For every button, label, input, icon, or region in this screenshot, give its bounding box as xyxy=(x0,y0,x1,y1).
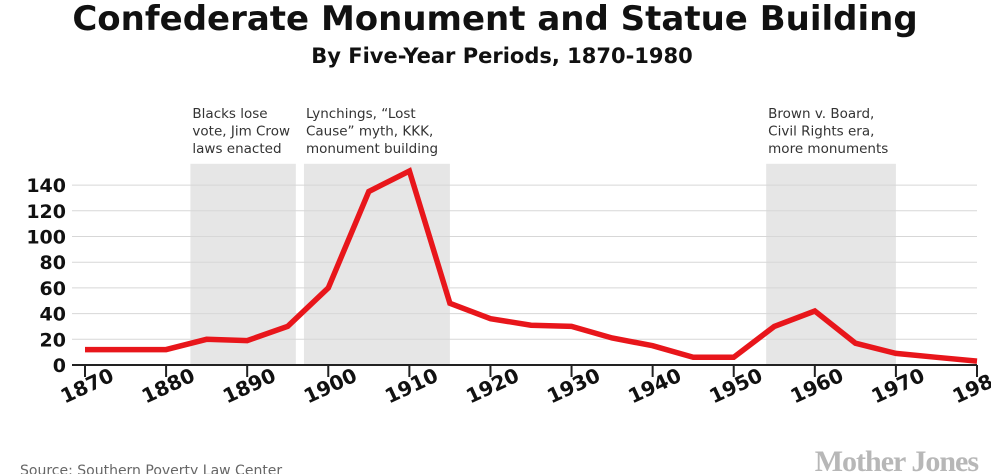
x-tick-label: 1890 xyxy=(219,363,280,408)
annotation-text-3: Brown v. Board, Civil Rights era, more mon… xyxy=(768,106,888,157)
y-axis-ticks: 0 20 40 60 80 100 120 140 xyxy=(26,175,66,377)
x-tick-label: 1930 xyxy=(543,363,604,408)
y-tick-label: 20 xyxy=(40,329,66,351)
y-tick-label: 80 xyxy=(40,252,66,274)
y-tick-label: 120 xyxy=(26,201,66,223)
annotation-labels: Blacks lose vote, Jim Crow laws enacted Lyn… xyxy=(192,106,888,157)
y-tick-label: 60 xyxy=(40,278,66,300)
annotation-band-2 xyxy=(303,163,450,365)
annotation-text-1: Blacks lose vote, Jim Crow laws enacted xyxy=(192,106,290,157)
chart-subtitle: By Five-Year Periods, 1870-1980 xyxy=(311,44,693,68)
annotation-bands xyxy=(190,163,896,365)
annotation-band-1 xyxy=(190,163,296,365)
x-tick-label: 1920 xyxy=(462,363,523,408)
x-tick-label: 1950 xyxy=(705,363,766,408)
x-axis-ticks: 1870 1880 1890 1900 1910 1920 1930 1940 1950 1960… xyxy=(57,363,991,408)
x-tick-label: 1980 xyxy=(949,363,991,408)
y-tick-label: 140 xyxy=(26,175,66,197)
source-note: Source: Southern Poverty Law Center xyxy=(20,463,282,474)
data-series xyxy=(85,167,978,364)
series-line-1 xyxy=(85,167,978,364)
annotation-band-3 xyxy=(766,163,896,365)
x-tick-label: 1940 xyxy=(624,363,685,408)
x-tick-label: 1880 xyxy=(138,363,199,408)
y-tick-label: 100 xyxy=(26,227,66,249)
x-tick-label: 1960 xyxy=(787,363,848,408)
x-tick-label: 1910 xyxy=(381,363,442,408)
y-tick-label: 0 xyxy=(53,355,66,377)
x-tick-label: 1900 xyxy=(300,363,361,408)
y-tick-label: 40 xyxy=(40,304,66,326)
x-tick-label: 1970 xyxy=(868,363,929,408)
annotation-text-2: Lynchings, “Lost Cause” myth, KKK, monumen… xyxy=(306,106,438,157)
chart-title: Confederate Monument and Statue Building xyxy=(72,0,917,39)
publisher-logo: Mother Jones xyxy=(815,445,979,474)
